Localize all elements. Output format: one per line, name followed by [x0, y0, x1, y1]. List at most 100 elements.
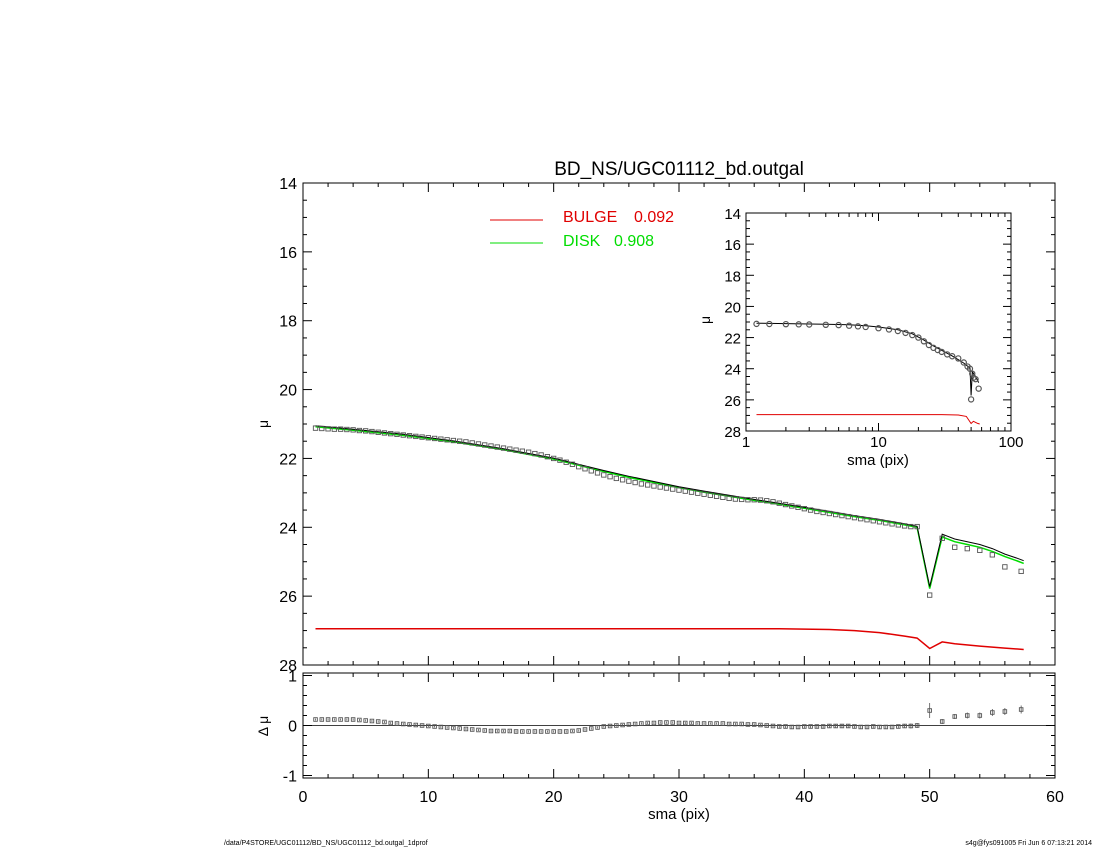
inset-data-point	[862, 323, 869, 331]
x-tick-label: 30	[670, 789, 688, 806]
inset-panel: 14 16 18 20 22 24 26 28 1 10 100 μ sma (pix)	[697, 206, 1024, 469]
data-point	[795, 504, 801, 510]
residual-point	[482, 728, 487, 733]
data-point	[369, 428, 375, 435]
data-point	[632, 479, 638, 486]
residual-point	[582, 727, 588, 732]
data-point	[337, 426, 344, 432]
inset-y-tick-label: 20	[724, 299, 741, 316]
data-point	[789, 503, 795, 509]
residual-point	[839, 723, 845, 729]
residual-point	[557, 729, 563, 734]
data-point	[626, 478, 632, 484]
data-point	[557, 457, 563, 463]
data-point	[745, 497, 751, 503]
residual-point	[814, 724, 820, 729]
inset-x-axis-label: sma (pix)	[847, 452, 909, 469]
x-tick-label: 40	[795, 789, 813, 806]
residual-point	[388, 720, 393, 726]
data-point	[782, 501, 789, 508]
data-point	[494, 444, 500, 450]
residual-point	[952, 714, 957, 719]
residual-point	[720, 721, 726, 726]
residual-point	[538, 729, 544, 734]
data-point	[532, 450, 538, 457]
residual-y-tick-label: 0	[288, 719, 297, 736]
inset-data-point	[960, 359, 967, 366]
residual-point	[683, 720, 688, 726]
inset-x-tick-label: 10	[870, 434, 887, 451]
x-tick-label: 20	[545, 789, 563, 806]
data-point	[394, 431, 400, 437]
data-point	[807, 507, 814, 513]
residual-point	[896, 724, 901, 729]
data-point	[406, 433, 413, 439]
x-tick-label: 0	[299, 789, 308, 806]
inset-data-point	[975, 385, 982, 392]
residual-point	[745, 722, 751, 727]
data-point	[820, 509, 826, 516]
data-point	[964, 545, 970, 552]
data-point	[363, 428, 369, 434]
data-point	[845, 513, 851, 520]
residual-point	[426, 723, 431, 729]
data-point	[507, 446, 513, 452]
data-point	[851, 514, 858, 521]
chart-title: BD_NS/UGC01112_bd.outgal	[554, 159, 804, 180]
inset-data-point	[885, 326, 893, 333]
main-y-tick-label: 24	[279, 520, 297, 537]
data-point	[952, 544, 958, 550]
inset-y-tick-label: 24	[724, 362, 741, 379]
data-point	[482, 442, 488, 448]
data-point	[538, 452, 544, 458]
data-point	[350, 427, 356, 433]
residual-point	[927, 708, 932, 713]
data-point	[739, 496, 745, 503]
residual-point	[858, 724, 863, 730]
data-point	[381, 430, 388, 436]
residual-point	[513, 729, 519, 734]
data-point	[525, 449, 532, 455]
data-point	[801, 506, 807, 512]
data-point	[638, 481, 645, 487]
residual-point	[651, 720, 657, 726]
data-point	[645, 482, 651, 488]
inset-data-points	[753, 320, 982, 403]
residual-point	[670, 720, 675, 725]
data-point	[707, 492, 713, 498]
residual-point	[902, 723, 907, 729]
data-point	[425, 435, 431, 441]
inset-y-tick-label: 26	[724, 393, 741, 410]
residual-point	[476, 727, 481, 733]
data-point	[601, 472, 607, 478]
data-point	[695, 490, 701, 496]
residual-point	[657, 720, 663, 725]
data-point	[582, 466, 588, 472]
main-y-tick-label: 16	[279, 245, 297, 262]
inset-data-point	[766, 320, 773, 328]
data-point	[688, 489, 695, 495]
residual-point	[877, 724, 882, 730]
inset-y-tick-label: 18	[724, 268, 741, 285]
data-point	[551, 455, 557, 462]
inset-data-point	[955, 355, 962, 362]
data-point	[544, 454, 551, 460]
data-point	[989, 552, 995, 558]
inset-background	[746, 213, 1011, 431]
residual-point	[444, 725, 450, 730]
residual-x-tick-labels: 0 10 20 30 40 50 60	[299, 789, 1064, 806]
inset-y-tick-labels: 14 16 18 20 22 24 26 28	[724, 206, 741, 441]
inset-data-point	[902, 329, 909, 337]
residual-point	[532, 729, 538, 734]
data-point	[312, 425, 319, 431]
residual-point	[783, 724, 788, 729]
data-point	[519, 448, 525, 454]
data-point	[927, 592, 933, 598]
data-point	[594, 470, 601, 476]
data-point	[431, 435, 438, 442]
residual-point	[570, 728, 575, 734]
residual-point	[1018, 707, 1024, 712]
main-y-tick-label: 18	[279, 314, 297, 331]
data-point	[469, 440, 475, 446]
data-point	[619, 477, 626, 483]
